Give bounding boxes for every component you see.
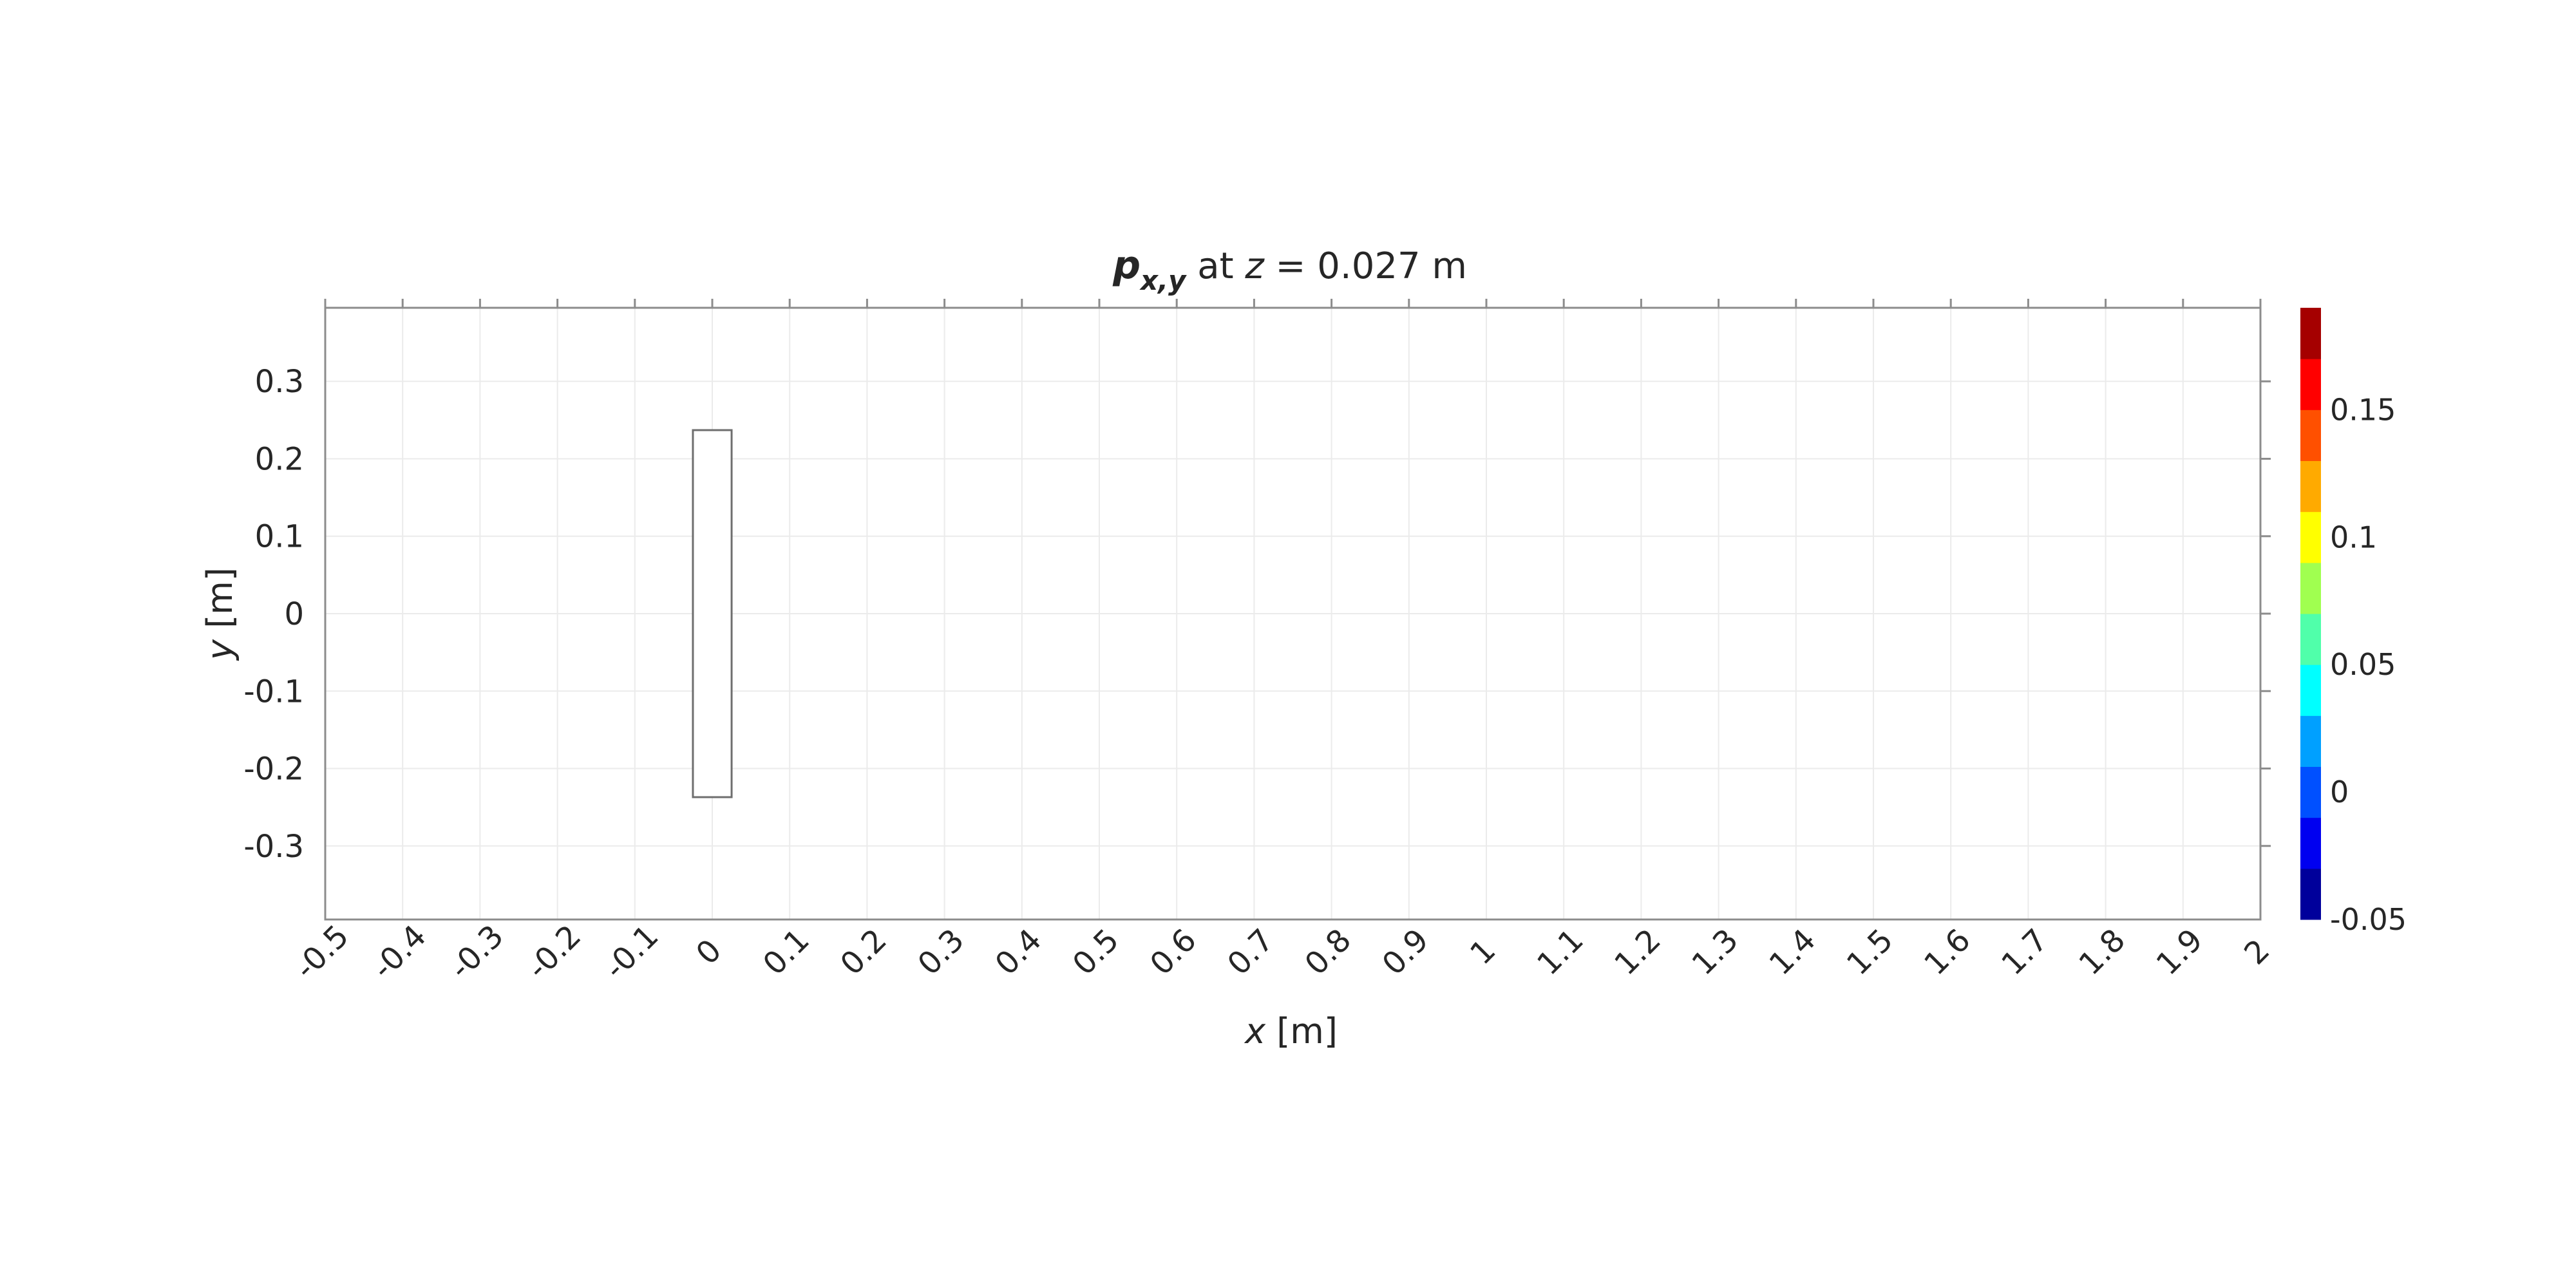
x-tick-label: -0.5 [288,918,356,986]
x-tick-label: 2 [2237,932,2277,972]
x-tick-label: 1.9 [2150,922,2210,983]
colorbar-tick-label: 0.15 [2330,392,2396,427]
y-tick-label: 0.2 [255,441,304,477]
x-axis-label-variable: x [1244,1011,1266,1051]
y-tick-label: 0.1 [255,519,304,555]
x-axis-label: x [m] [1244,1011,1338,1051]
x-tick-label: 1.1 [1530,922,1591,983]
x-tick-label: 0.2 [833,922,894,983]
colorbar-swatch [2300,308,2321,359]
colorbar-swatch [2300,665,2321,716]
x-tick-label: 1.2 [1607,922,1668,983]
x-tick-label: 1.8 [2072,922,2132,983]
y-tick-label: -0.2 [243,751,304,787]
y-tick-label: -0.1 [243,674,304,710]
x-tick-labels: -0.5 -0.4 -0.3 -0.2 -0.1 0 0.1 0.2 0.3 0.4 0.5 0.6 0… [288,918,2277,986]
title-subscript: x,y [1139,265,1187,296]
colorbar-swatch [2300,460,2321,513]
x-tick-label: -0.2 [520,918,588,986]
colorbar-swatch [2300,766,2321,818]
title-variable: z [1244,245,1265,287]
chart-title: px,y at z = 0.027 m [1112,243,1467,296]
x-tick-label: 0.3 [911,922,971,983]
title-middle: at [1186,245,1245,287]
x-tick-label: -0.1 [598,918,666,986]
x-tick-label: 1.7 [1994,922,2055,983]
x-tick-label: 0.4 [989,922,1049,983]
grid-lines [325,308,2261,919]
y-tick-label: -0.3 [243,829,304,865]
colorbar-swatch [2300,562,2321,614]
colorbar-swatch [2300,868,2321,920]
y-axis-label-variable: y [200,639,240,661]
colorbar: 0.15 0.1 0.05 0 -0.05 [2300,308,2407,937]
colorbar-swatch [2300,511,2321,563]
y-axis-label: y [m] [200,567,240,661]
colorbar-tick-label: 0 [2330,775,2349,809]
plot-area [324,306,2262,921]
x-tick-label: 0.5 [1066,922,1126,983]
x-tick-label: 0.8 [1298,922,1358,983]
y-tick-label: 0 [284,596,304,632]
title-symbol: p [1112,243,1141,288]
axis-ticks [324,299,2271,847]
colorbar-swatch [2300,410,2321,461]
colorbar-tick-label: -0.05 [2330,902,2407,937]
colorbar-tick-label: 0.05 [2330,647,2396,682]
source-layer [692,429,733,798]
x-tick-label: 1 [1463,932,1502,972]
x-tick-label: 0.1 [756,922,817,983]
x-tick-label: 1.3 [1685,922,1745,983]
x-tick-label: 0.6 [1143,922,1204,983]
x-tick-label: 1.4 [1763,922,1823,983]
x-tick-label: 0 [689,932,728,972]
title-rest: = 0.027 m [1264,245,1467,287]
source-rectangle [692,429,733,798]
colorbar-tick-label: 0.1 [2330,520,2377,554]
colorbar-swatch [2300,614,2321,665]
x-tick-label: 0.9 [1376,922,1436,983]
x-tick-label: -0.3 [442,918,511,986]
colorbar-swatch [2300,817,2321,869]
colorbar-swatch [2300,715,2321,767]
y-tick-label: 0.3 [255,364,304,400]
y-axis-label-unit: [m] [200,567,240,639]
x-axis-label-unit: [m] [1265,1011,1338,1051]
y-tick-labels: 0.3 0.2 0.1 0 -0.1 -0.2 -0.3 [243,364,304,865]
x-tick-label: 0.7 [1220,922,1281,983]
x-tick-label: 1.6 [1917,922,1978,983]
x-tick-label: -0.4 [365,918,433,986]
x-tick-label: 1.5 [1840,922,1900,983]
colorbar-swatch [2300,359,2321,410]
